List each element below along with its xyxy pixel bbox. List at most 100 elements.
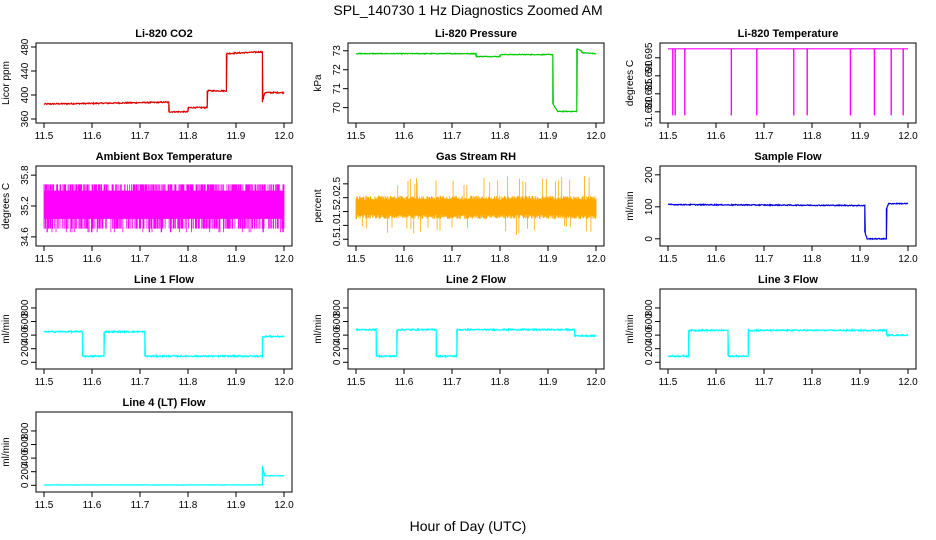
plot-area	[43, 329, 285, 360]
x-tick-label: 11.7	[131, 131, 150, 142]
x-tick-label: 11.5	[659, 131, 678, 142]
series-line-1	[43, 50, 285, 114]
series-band	[355, 176, 597, 235]
x-tick-label: 12.0	[898, 377, 918, 388]
x-tick-label: 11.7	[443, 254, 462, 265]
y-axis-label: percent	[313, 189, 324, 223]
panel-9: Line 3 Flow ml/min 11.5 11.6 11.7 11.8 11.9 12.…	[625, 274, 918, 388]
plot-frame	[35, 288, 293, 370]
x-tick-label: 11.8	[179, 500, 198, 511]
y-tick-label: 0.5	[332, 232, 343, 246]
x-tick-label: 11.6	[83, 254, 102, 265]
x-tick-label: 11.9	[539, 131, 558, 142]
x-tick-label: 12.0	[898, 254, 918, 265]
panel-title: Line 2 Flow	[446, 274, 506, 286]
panel-4: Ambient Box Temperature degrees C 11.5 11.6…	[1, 151, 294, 265]
plot-area	[355, 176, 597, 235]
y-tick-label: 400	[644, 326, 655, 343]
y-tick-label: 800	[332, 299, 343, 316]
y-tick-label: 0	[20, 359, 31, 365]
plot-frame	[659, 288, 917, 370]
x-tick-label: 12.0	[274, 131, 294, 142]
y-tick-label: 480	[20, 38, 31, 55]
series-line-1	[43, 465, 285, 486]
y-tick-label: 51.685	[644, 78, 655, 109]
y-tick-label: 0	[644, 359, 655, 365]
panel-10: Line 4 (LT) Flow ml/min 11.5 11.6 11.7 11.8 11…	[1, 397, 294, 511]
x-tick-label: 11.9	[539, 377, 558, 388]
y-tick-label: 1.5	[332, 204, 343, 218]
panel-title: Gas Stream RH	[436, 151, 516, 163]
x-tick-label: 11.8	[803, 377, 822, 388]
y-tick-label: 2.5	[332, 176, 343, 190]
y-axis-label: ml/min	[1, 314, 12, 343]
x-tick-label: 11.5	[35, 500, 54, 511]
y-tick-label: 200	[644, 166, 655, 183]
y-tick-label: 600	[332, 313, 343, 330]
y-tick-label: 600	[644, 313, 655, 330]
x-tick-label: 11.8	[803, 254, 822, 265]
x-tick-label: 11.5	[35, 377, 54, 388]
x-tick-label: 11.7	[131, 377, 150, 388]
y-tick-label: 72	[332, 64, 343, 76]
x-tick-label: 11.6	[83, 131, 102, 142]
x-tick-label: 11.9	[851, 377, 870, 388]
x-tick-label: 11.7	[443, 131, 462, 142]
plot-frame	[35, 411, 293, 493]
y-tick-label: 800	[20, 299, 31, 316]
series-line-1	[355, 47, 597, 113]
y-axis-label: Licor ppm	[1, 61, 12, 105]
x-tick-label: 11.8	[491, 377, 510, 388]
plot-frame	[659, 165, 917, 247]
y-tick-label: 71	[332, 83, 343, 95]
panel-8: Line 2 Flow ml/min 11.5 11.6 11.7 11.8 11.9 12.…	[313, 274, 606, 388]
panel-title: Line 4 (LT) Flow	[123, 397, 206, 409]
x-axis-title: Hour of Day (UTC)	[409, 518, 527, 534]
y-tick-label: 200	[20, 463, 31, 480]
x-tick-label: 12.0	[898, 131, 918, 142]
panel-7: Line 1 Flow ml/min 11.5 11.6 11.7 11.8 11.9 12.…	[1, 274, 294, 388]
x-tick-label: 11.6	[395, 254, 414, 265]
y-tick-label: 0	[644, 236, 655, 242]
y-tick-label: 35.2	[20, 196, 31, 216]
x-tick-label: 11.9	[227, 131, 246, 142]
plot-area	[355, 327, 597, 359]
page-title: SPL_140730 1 Hz Diagnostics Zoomed AM	[333, 2, 603, 18]
plot-frame	[659, 42, 917, 124]
x-tick-label: 11.9	[227, 254, 246, 265]
y-tick-label: 360	[20, 110, 31, 127]
panel-title: Li-820 Temperature	[738, 28, 839, 40]
x-tick-label: 11.9	[539, 254, 558, 265]
x-tick-label: 12.0	[586, 377, 606, 388]
x-tick-label: 11.5	[35, 254, 54, 265]
x-tick-label: 11.8	[491, 254, 510, 265]
x-tick-label: 11.7	[755, 131, 774, 142]
y-axis-label: ml/min	[625, 314, 636, 343]
panel-title: Line 3 Flow	[758, 274, 818, 286]
panel-2: Li-820 Pressure kPa 11.5 11.6 11.7 11.8 11.9 12…	[313, 28, 606, 142]
y-tick-label: 400	[20, 326, 31, 343]
x-tick-label: 11.6	[707, 131, 726, 142]
plot-area	[355, 47, 597, 113]
x-tick-label: 12.0	[586, 254, 606, 265]
y-tick-label: 200	[20, 340, 31, 357]
x-tick-label: 11.6	[395, 377, 414, 388]
y-tick-label: 200	[332, 340, 343, 357]
y-tick-label: 34.6	[20, 227, 31, 247]
panel-title: Li-820 Pressure	[435, 28, 517, 40]
plot-frame	[347, 42, 605, 124]
x-tick-label: 11.6	[707, 377, 726, 388]
y-tick-label: 2.0	[332, 190, 343, 204]
x-tick-label: 11.5	[347, 377, 366, 388]
plot-frame	[347, 165, 605, 247]
series-line-1	[667, 202, 909, 241]
x-tick-label: 11.9	[851, 254, 870, 265]
x-tick-label: 11.6	[83, 500, 102, 511]
plot-area	[668, 48, 908, 116]
x-tick-label: 11.7	[755, 377, 774, 388]
x-tick-label: 12.0	[586, 131, 606, 142]
panel-title: Sample Flow	[754, 151, 822, 163]
y-axis-label: ml/min	[625, 191, 636, 220]
x-tick-label: 11.8	[179, 254, 198, 265]
series-line-1	[667, 328, 909, 359]
